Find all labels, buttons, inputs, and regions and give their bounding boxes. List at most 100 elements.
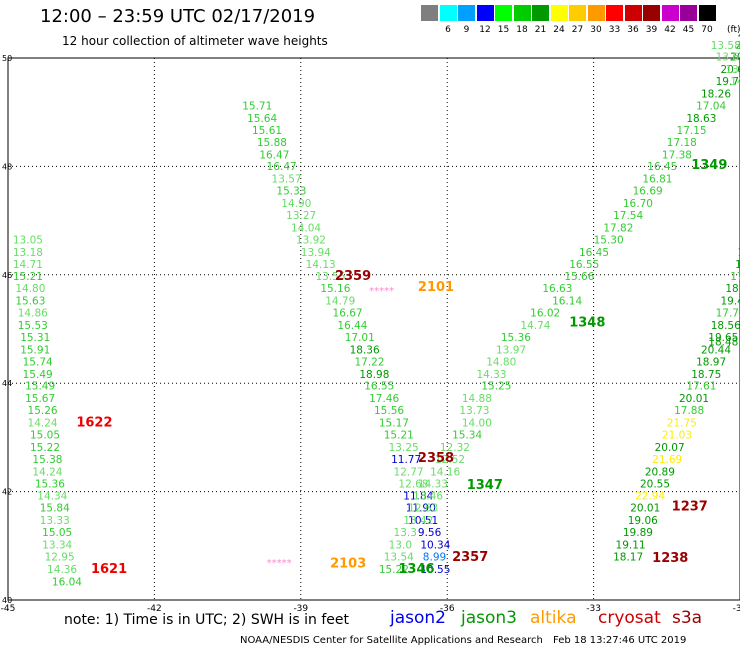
wave-height-value: 15.30 (594, 234, 624, 246)
wave-height-value: 15.53 (18, 320, 48, 332)
wave-height-value: 14.24 (32, 466, 62, 478)
pass-time-label: 1621 (91, 562, 127, 577)
wave-height-value: 17.54 (613, 210, 643, 222)
wave-height-value: 19.65 (708, 332, 738, 344)
wave-height-value: 19.77 (716, 76, 740, 88)
wave-height-value: 19 (738, 247, 740, 259)
wave-height-value: 16.47 (267, 161, 297, 173)
wave-height-value: 15.21 (13, 271, 43, 283)
pass-time-label: 1347 (467, 478, 503, 493)
wave-height-value: 14.36 (47, 564, 77, 576)
legend-label: 27 (571, 25, 584, 35)
wave-height-value: 18.97 (696, 356, 726, 368)
legend-swatch (569, 5, 586, 21)
wave-height-value: 13.57 (272, 174, 302, 186)
wave-height-value: 13.60 (716, 52, 740, 64)
wave-height-value: 15.88 (257, 137, 287, 149)
wave-height-value: 16.63 (542, 283, 572, 295)
satellite-jason3-label: jason3 (461, 608, 517, 628)
wave-height-value: 16.47 (259, 149, 289, 161)
wave-height-value: 13.34 (42, 540, 72, 552)
wave-height-value: 8.99 (423, 551, 446, 563)
wave-height-value: 13.0 (389, 540, 412, 552)
wave-height-value: 20. (738, 27, 740, 39)
wave-height-value: 20.63 (720, 64, 740, 76)
wave-height-value: 15.26 (28, 405, 58, 417)
legend-label: 45 (682, 25, 695, 35)
wave-height-value: 16.44 (337, 320, 367, 332)
legend-label: 24 (553, 25, 565, 35)
pass-time-label: 1237 (672, 500, 708, 515)
wave-height-value: 14.00 (462, 418, 492, 430)
wave-height-value: 15.22 (379, 564, 409, 576)
wave-height-value: 17.22 (354, 356, 384, 368)
wave-height-value: 16.67 (333, 308, 363, 320)
wave-height-value: 14.88 (462, 393, 492, 405)
wave-height-value: 17.61 (686, 381, 716, 393)
wave-height-value: 16.55 (569, 259, 599, 271)
wave-height-value: 13.55 (315, 271, 345, 283)
legend-swatch (643, 5, 660, 21)
wave-height-value: 16.81 (642, 174, 672, 186)
wave-height-value: 15.64 (247, 113, 277, 125)
legend-swatch (495, 5, 512, 21)
legend-swatch (661, 5, 679, 21)
lon-tick-label: -45 (1, 604, 16, 614)
wave-height-value: 13.92 (296, 234, 326, 246)
pass-time-label: 2358 (418, 451, 454, 466)
wave-height-value: 17.01 (345, 332, 375, 344)
wave-height-value: 12.68 (398, 478, 428, 490)
wave-height-value: 12.77 (394, 466, 424, 478)
wave-height-value: 15.36 (501, 332, 531, 344)
pass-time-label: 1349 (691, 158, 727, 173)
wave-height-value: 15.63 (15, 296, 45, 308)
wave-height-value: 21.03 (662, 429, 692, 441)
wave-height-value: 15.91 (20, 344, 50, 356)
wave-height-value: 16.04 (52, 576, 82, 588)
satellite-s3a-label: s3a (672, 608, 703, 628)
wave-height-value: 12.63 (408, 503, 438, 515)
wave-height-value: 18.98 (359, 369, 389, 381)
pass-time-label: 1238 (652, 551, 688, 566)
wave-height-value: 16.02 (530, 308, 560, 320)
wave-height-value: 20.07 (655, 442, 685, 454)
wave-height-value: 15.61 (252, 125, 282, 137)
page-subtitle: 12 hour collection of altimeter wave hei… (62, 34, 328, 48)
lon-tick-label: -33 (586, 604, 601, 614)
lat-tick-label: 42 (2, 488, 12, 497)
wave-height-value: 20.76 (730, 52, 740, 64)
wave-height-value: 10.34 (420, 540, 450, 552)
wave-height-value: 16.14 (552, 296, 582, 308)
wave-height-value: 17.04 (696, 100, 726, 112)
legend-swatch (458, 5, 475, 21)
legend-swatch (439, 5, 457, 21)
lat-tick-label: 48 (2, 162, 12, 171)
wave-height-value: 16.45 (647, 161, 677, 173)
wave-height-value: 19.89 (623, 527, 653, 539)
wave-height-value: 18.63 (686, 113, 716, 125)
wave-height-value: 20.55 (640, 478, 670, 490)
wave-height-value: 15.17 (379, 418, 409, 430)
wave-height-value: 13.42 (403, 515, 433, 527)
wave-height-value: 15.21 (384, 429, 414, 441)
wave-height-value: 15.74 (23, 356, 53, 368)
wave-height-value: 21.69 (652, 454, 682, 466)
wave-height-value: 12.52 (435, 454, 465, 466)
legend-label: 33 (608, 25, 621, 35)
legend-swatch (476, 5, 494, 21)
wave-height-value: 14.80 (15, 283, 45, 295)
wave-height-value: 13.18 (13, 247, 43, 259)
wave-height-value: 15.49 (25, 381, 55, 393)
wave-height-value: 15.16 (320, 283, 350, 295)
wave-height-value: 13.05 (13, 234, 43, 246)
wave-height-value: 15.67 (25, 393, 55, 405)
legend-label: 36 (627, 25, 639, 35)
wave-height-value: 12.95 (45, 551, 75, 563)
page-title: 12:00 – 23:59 UTC 02/17/2019 (40, 6, 316, 27)
wave-height-value: 14.34 (37, 491, 67, 503)
wave-height-value: 14.71 (13, 259, 43, 271)
wave-height-value: 11.84 (403, 491, 433, 503)
wave-height-value: 18.86 (725, 283, 740, 295)
legend-label: 15 (497, 25, 510, 35)
wave-height-value: 17.82 (603, 222, 633, 234)
